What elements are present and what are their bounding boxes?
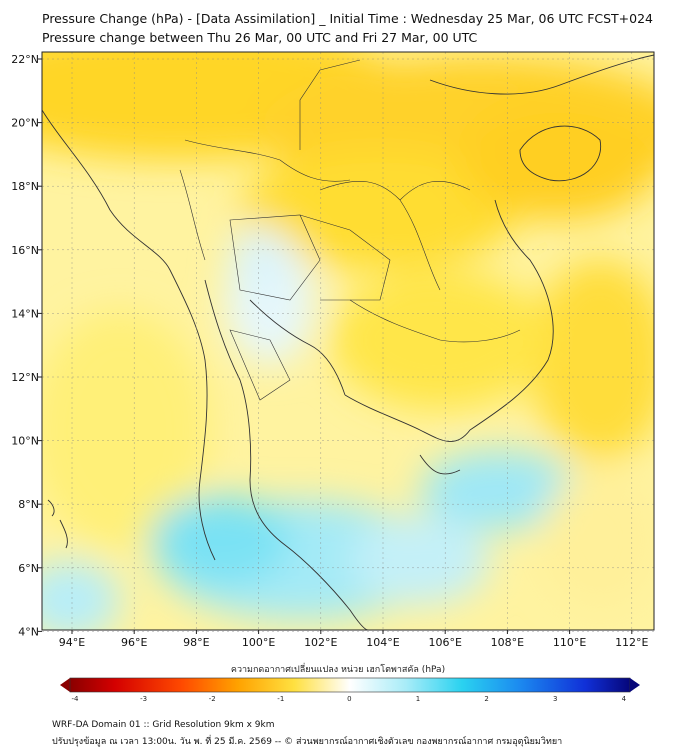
footer-model-info: WRF-DA Domain 01 :: Grid Resolution 9km … [52,720,275,730]
coastlines [42,54,654,630]
longitude-tick-label: 100°E [242,636,275,649]
map-title: Pressure Change (hPa) - [Data Assimilati… [42,11,654,26]
longitude-labels: 94°E 96°E 98°E 100°E 102°E 104°E 106°E 108°E 110… [59,630,649,649]
colorbar-tick-label: -4 [72,695,80,703]
colorbar-tick-label: 2 [484,695,488,703]
longitude-tick-label: 104°E [366,636,399,649]
latitude-tick-label: 18°N [11,180,39,193]
map-subtitle: Pressure change between Thu 26 Mar, 00 U… [42,30,478,45]
latitude-tick-label: 14°N [11,307,39,320]
latitude-tick-label: 6°N [18,562,39,575]
latitude-tick-label: 20°N [11,117,39,130]
longitude-tick-label: 94°E [59,636,85,649]
longitude-tick-label: 96°E [121,636,147,649]
latitude-tick-label: 12°N [11,371,39,384]
colorbar-tick-label: -2 [209,695,216,703]
longitude-tick-label: 106°E [428,636,461,649]
footer-credit: ปรับปรุงข้อมูล ณ เวลา 13:00น. วัน พ. ที่… [52,737,563,747]
plot-frame [41,51,655,631]
longitude-tick-label: 110°E [553,636,586,649]
province-borders [179,59,521,401]
colorbar-tick-label: 1 [416,695,420,703]
gridlines [42,52,654,632]
colorbar: -4 -3 -2 -1 0 1 2 3 4 [60,677,640,703]
latitude-tick-label: 8°N [18,498,39,511]
longitude-tick-label: 98°E [183,636,209,649]
latitude-tick-label: 16°N [11,244,39,257]
pressure-field [42,52,654,630]
latitude-labels: 22°N 20°N 18°N 16°N 14°N 12°N 10°N 8°N 6°N 4°N [11,53,42,638]
longitude-tick-label: 112°E [615,636,648,649]
colorbar-tick-label: 4 [622,695,627,703]
latitude-tick-label: 10°N [11,435,39,448]
colorbar-tick-label: 3 [553,695,557,703]
colorbar-tick-label: -3 [140,695,147,703]
colorbar-label: ความกดอากาศเปลี่ยนแปลง หน่วย เฮกโตพาสคัล… [230,665,446,675]
longitude-tick-label: 102°E [304,636,337,649]
colorbar-tick-label: 0 [347,695,351,703]
latitude-tick-label: 4°N [18,625,39,638]
latitude-tick-label: 22°N [11,53,39,66]
longitude-tick-label: 108°E [491,636,524,649]
colorbar-tick-label: -1 [277,695,284,703]
